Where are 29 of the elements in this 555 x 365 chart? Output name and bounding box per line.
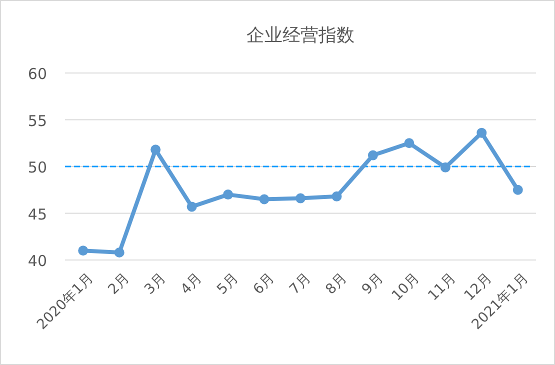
point <box>223 190 234 200</box>
point <box>296 193 306 204</box>
y-tick-label: 40 <box>28 252 47 270</box>
x-tick-label: 11月 <box>425 270 460 304</box>
chart-title: 企业经营指数 <box>246 25 354 46</box>
point <box>440 162 450 172</box>
point <box>332 191 342 202</box>
x-tick-label: 8月 <box>322 270 350 298</box>
x-tick-label: 7月 <box>286 270 314 298</box>
y-tick-label: 55 <box>28 112 47 130</box>
y-tick-label: 60 <box>28 65 47 83</box>
x-tick-label: 6月 <box>250 270 278 298</box>
x-tick-label: 5月 <box>214 270 242 298</box>
x-tick-label: 4月 <box>178 270 206 298</box>
x-tick-label: 9月 <box>359 270 387 298</box>
point <box>114 248 124 258</box>
point <box>186 202 197 212</box>
y-tick-label: 50 <box>28 158 47 176</box>
point <box>512 184 523 195</box>
point <box>368 150 378 160</box>
point <box>259 194 270 204</box>
x-tick-label: 10月 <box>388 270 423 304</box>
point <box>78 246 88 256</box>
point <box>150 144 161 155</box>
point <box>404 138 414 148</box>
point <box>476 128 487 138</box>
y-tick-label: 45 <box>28 205 47 224</box>
x-tick-label: 2月 <box>105 270 133 298</box>
x-tick-label: 3月 <box>142 270 170 298</box>
